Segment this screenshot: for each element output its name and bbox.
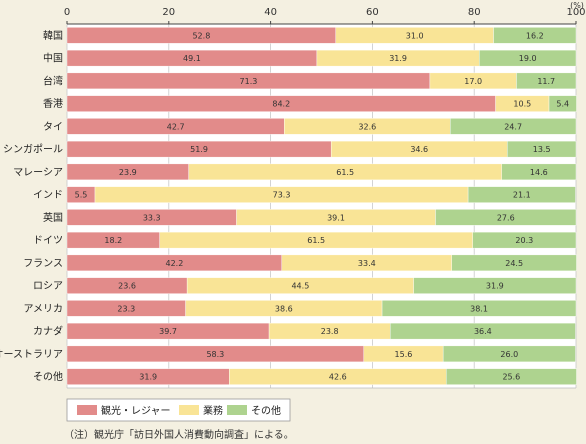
- category-label: インド: [33, 190, 63, 201]
- data-label: 34.6: [410, 145, 428, 154]
- data-label: 15.6: [395, 350, 413, 359]
- data-label: 21.1: [513, 191, 531, 200]
- bar-segment: [501, 163, 577, 181]
- unit-label: (%): [570, 1, 584, 10]
- data-label: 25.6: [502, 373, 520, 382]
- legend-swatch: [179, 405, 199, 415]
- legend-label: 観光・レジャー: [101, 404, 171, 417]
- bar-segment: [548, 95, 577, 112]
- legend-swatch: [77, 405, 97, 415]
- data-label: 42.6: [329, 373, 347, 382]
- data-label: 31.9: [389, 54, 407, 63]
- data-label: 23.8: [321, 327, 339, 336]
- data-label: 52.8: [192, 31, 210, 40]
- data-label: 39.1: [327, 213, 345, 222]
- legend-swatch: [227, 405, 247, 415]
- legend: [66, 398, 291, 422]
- data-label: 33.3: [143, 213, 161, 222]
- data-label: 38.1: [470, 304, 488, 313]
- data-label: 31.9: [486, 282, 504, 291]
- bar-segment: [472, 231, 577, 249]
- data-label: 17.0: [464, 77, 482, 86]
- category-label: シンガポール: [3, 144, 63, 156]
- category-label: マレーシア: [13, 167, 63, 178]
- data-label: 13.5: [533, 145, 551, 154]
- category-label: フランス: [23, 257, 63, 269]
- legend-label: その他: [251, 404, 281, 417]
- category-label: タイ: [43, 121, 63, 133]
- bar-segment: [479, 49, 577, 67]
- x-tick-label: 60: [366, 7, 379, 18]
- data-label: 18.2: [104, 236, 122, 245]
- bar-segment: [507, 140, 577, 158]
- data-label: 51.9: [190, 145, 208, 154]
- data-label: 58.3: [206, 350, 224, 359]
- bar-segment: [381, 300, 577, 317]
- data-label: 24.5: [505, 259, 523, 268]
- source-note: （注）観光庁「訪日外国人消費動向調査」による。: [64, 430, 294, 441]
- bar-segment: [435, 209, 577, 226]
- data-label: 27.6: [497, 213, 515, 222]
- bar-segment: [450, 118, 577, 135]
- data-label: 39.7: [159, 327, 177, 336]
- data-label: 61.5: [336, 168, 354, 177]
- bar-segment: [446, 368, 577, 385]
- data-label: 5.5: [75, 191, 88, 200]
- data-label: 5.4: [556, 100, 569, 109]
- data-label: 11.7: [537, 77, 555, 86]
- data-label: 23.9: [119, 168, 137, 177]
- data-label: 31.0: [406, 31, 424, 40]
- category-label: オーストラリア: [0, 348, 63, 360]
- bar-segment: [413, 277, 577, 294]
- data-label: 14.6: [530, 168, 548, 177]
- data-label: 16.2: [526, 31, 544, 40]
- category-label: その他: [33, 370, 63, 383]
- data-label: 71.3: [240, 77, 258, 86]
- x-tick-label: 80: [468, 7, 481, 18]
- data-label: 42.2: [165, 259, 183, 268]
- bar-segment: [493, 27, 577, 44]
- x-tick-label: 40: [264, 7, 277, 18]
- category-label: アメリカ: [24, 303, 64, 315]
- data-label: 33.4: [358, 259, 376, 268]
- data-label: 10.5: [513, 100, 531, 109]
- bar-segment: [390, 322, 576, 340]
- data-label: 44.5: [291, 282, 309, 291]
- x-tick-label: 100: [566, 7, 585, 18]
- bar-segment: [467, 186, 576, 203]
- category-label: 韓国: [43, 30, 63, 42]
- x-tick-label: 20: [162, 7, 175, 18]
- data-label: 20.3: [515, 236, 533, 245]
- bar-segment: [442, 345, 576, 363]
- data-label: 24.7: [504, 122, 522, 131]
- data-label: 36.4: [474, 327, 492, 336]
- data-label: 73.3: [273, 191, 291, 200]
- category-label: 香港: [43, 98, 63, 110]
- data-label: 84.2: [272, 100, 290, 109]
- data-label: 23.6: [118, 282, 136, 291]
- category-label: 台湾: [43, 74, 63, 87]
- bar-segment: [516, 72, 577, 90]
- category-label: 英国: [43, 211, 63, 224]
- category-label: ロシア: [33, 281, 63, 292]
- category-label: ドイツ: [33, 236, 63, 247]
- data-label: 31.9: [139, 373, 157, 382]
- category-label: 中国: [43, 52, 63, 65]
- x-tick-label: 0: [64, 7, 70, 18]
- category-label: カナダ: [33, 325, 63, 338]
- data-label: 61.5: [307, 236, 325, 245]
- data-label: 23.3: [117, 304, 135, 313]
- legend-label: 業務: [203, 404, 223, 417]
- data-label: 19.0: [519, 54, 537, 63]
- data-label: 38.6: [275, 304, 293, 313]
- data-label: 26.0: [500, 350, 518, 359]
- data-label: 49.1: [183, 54, 201, 63]
- data-label: 42.7: [167, 122, 185, 131]
- bar-segment: [451, 254, 577, 272]
- data-label: 32.6: [358, 122, 376, 131]
